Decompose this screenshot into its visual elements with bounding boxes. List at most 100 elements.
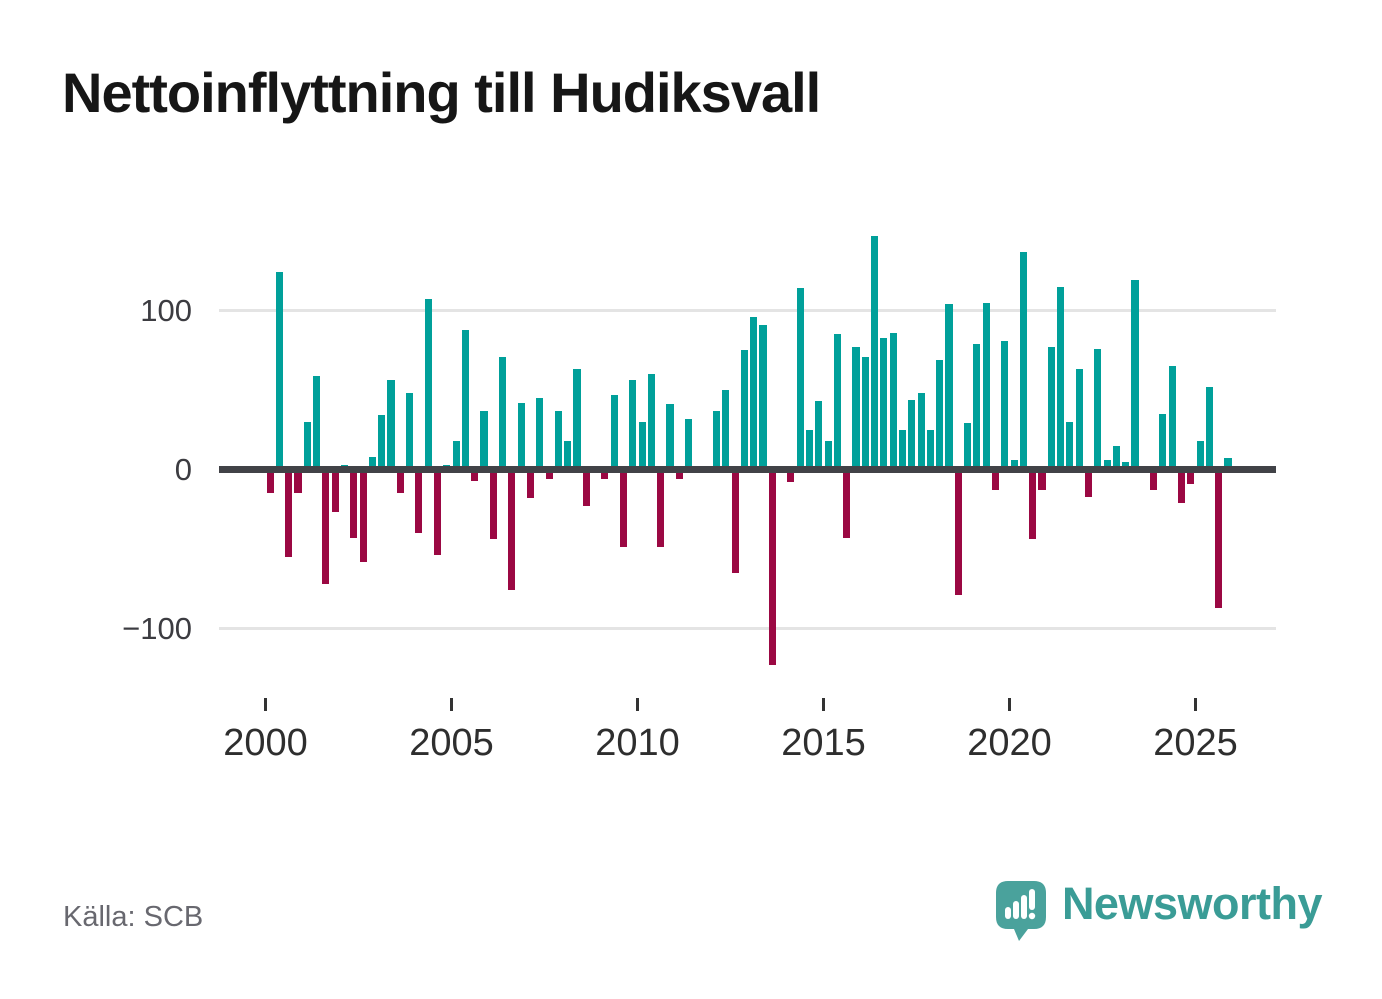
bar-2009-q4 (629, 380, 637, 470)
bar-2024-q4 (1187, 469, 1195, 484)
bar-2021-q1 (1047, 347, 1055, 470)
bar-2007-q4 (554, 410, 562, 470)
speech-bubble-bar-chart-icon (995, 881, 1046, 941)
bar-2025-q2 (1205, 386, 1213, 470)
bar-2004-q2 (424, 299, 432, 470)
bar-2021-q3 (1066, 421, 1074, 470)
newsworthy-logo: Newsworthy (995, 874, 1323, 948)
bar-2013-q3 (768, 469, 776, 666)
bar-2019-q3 (991, 469, 1000, 491)
bar-2014-q3 (805, 429, 814, 470)
bar-2020-q1 (1010, 459, 1018, 470)
bar-2002-q2 (350, 469, 358, 538)
bar-2005-q2 (461, 329, 469, 470)
bar-2019-q1 (973, 343, 981, 470)
bar-2014-q2 (796, 288, 804, 470)
bar-2003-q1 (378, 415, 386, 470)
bar-2016-q1 (861, 356, 869, 470)
bar-2012-q4 (740, 350, 748, 470)
bar-2020-q4 (1038, 469, 1046, 491)
x-tick-2005 (450, 698, 453, 711)
bar-2025-q1 (1196, 440, 1204, 470)
x-axis-zero-line (219, 466, 1276, 473)
bar-2003-q4 (406, 393, 414, 470)
bar-2017-q3 (917, 393, 925, 470)
bar-2018-q1 (936, 359, 944, 470)
bar-2010-q4 (666, 404, 674, 470)
bar-2000-q4 (294, 469, 302, 494)
bar-2001-q3 (322, 469, 330, 584)
x-tick-label-2005: 2005 (409, 722, 494, 764)
bar-2019-q2 (982, 302, 990, 470)
x-tick-label-2010: 2010 (595, 722, 680, 764)
bar-2003-q2 (387, 380, 395, 470)
bar-2020-q3 (1029, 469, 1037, 540)
y-tick-label-0: 0 (174, 451, 192, 487)
bar-2010-q3 (657, 469, 665, 548)
y-tick-label-100: 100 (140, 292, 192, 328)
bar-2014-q4 (815, 401, 823, 470)
bar-2022-q4 (1112, 445, 1120, 470)
bar-2009-q3 (619, 469, 628, 548)
bar-2025-q4 (1224, 458, 1232, 470)
bar-2006-q1 (489, 469, 497, 540)
bar-2023-q4 (1150, 469, 1158, 491)
logo-text: Newsworthy (1061, 878, 1323, 929)
bar-2017-q1 (898, 429, 907, 470)
bar-2024-q3 (1177, 469, 1186, 503)
bar-2024-q1 (1159, 413, 1167, 470)
x-tick-label-2000: 2000 (223, 722, 308, 764)
x-tick-2015 (822, 698, 825, 711)
bar-2008-q2 (573, 369, 581, 470)
bar-2015-q4 (852, 347, 860, 470)
bar-2003-q3 (396, 469, 404, 494)
x-tick-label-2020: 2020 (967, 722, 1052, 764)
bar-2006-q4 (517, 402, 525, 470)
bar-2004-q1 (415, 469, 423, 534)
bar-2001-q4 (331, 469, 339, 513)
bar-2006-q3 (508, 469, 516, 591)
bar-2008-q1 (564, 440, 572, 470)
bar-2018-q3 (954, 469, 962, 596)
bar-2011-q2 (685, 418, 693, 470)
bar-2024-q2 (1168, 366, 1176, 470)
bar-2021-q4 (1075, 369, 1083, 470)
bar-2016-q3 (880, 337, 888, 470)
bar-2025-q3 (1215, 469, 1223, 608)
bar-2014-q1 (787, 469, 795, 483)
bar-2015-q3 (843, 469, 851, 538)
bar-2017-q4 (926, 429, 934, 470)
bar-2002-q3 (359, 469, 367, 562)
bar-2020-q2 (1019, 251, 1027, 470)
bar-2005-q3 (471, 469, 479, 481)
bar-2012-q3 (731, 469, 739, 573)
x-tick-label-2025: 2025 (1153, 722, 1238, 764)
bar-2009-q2 (610, 394, 618, 470)
bar-2001-q2 (313, 375, 321, 470)
bar-2013-q2 (759, 324, 767, 470)
bar-2013-q1 (750, 316, 758, 470)
bar-2012-q1 (712, 410, 721, 470)
bar-2005-q4 (480, 410, 488, 470)
bar-2011-q1 (675, 469, 683, 480)
x-tick-2000 (264, 698, 267, 711)
source-label: Källa: SCB (63, 901, 204, 933)
gridline--100 (219, 627, 1276, 630)
x-tick-2025 (1194, 698, 1197, 711)
bar-2012-q2 (722, 390, 730, 470)
bar-2022-q2 (1094, 348, 1102, 470)
bar-2006-q2 (499, 356, 507, 470)
bar-2010-q2 (647, 374, 655, 470)
chart-title: Nettoinflyttning till Hudiksvall (62, 61, 821, 124)
bar-2000-q3 (285, 469, 293, 557)
bar-2016-q4 (889, 332, 897, 470)
bar-2019-q4 (1001, 340, 1009, 470)
bar-2015-q1 (824, 440, 832, 470)
x-tick-label-2015: 2015 (781, 722, 866, 764)
bar-2009-q1 (601, 469, 609, 480)
bar-2005-q1 (452, 440, 460, 470)
bar-2002-q4 (368, 456, 376, 470)
y-tick-label--100: −100 (122, 610, 192, 646)
